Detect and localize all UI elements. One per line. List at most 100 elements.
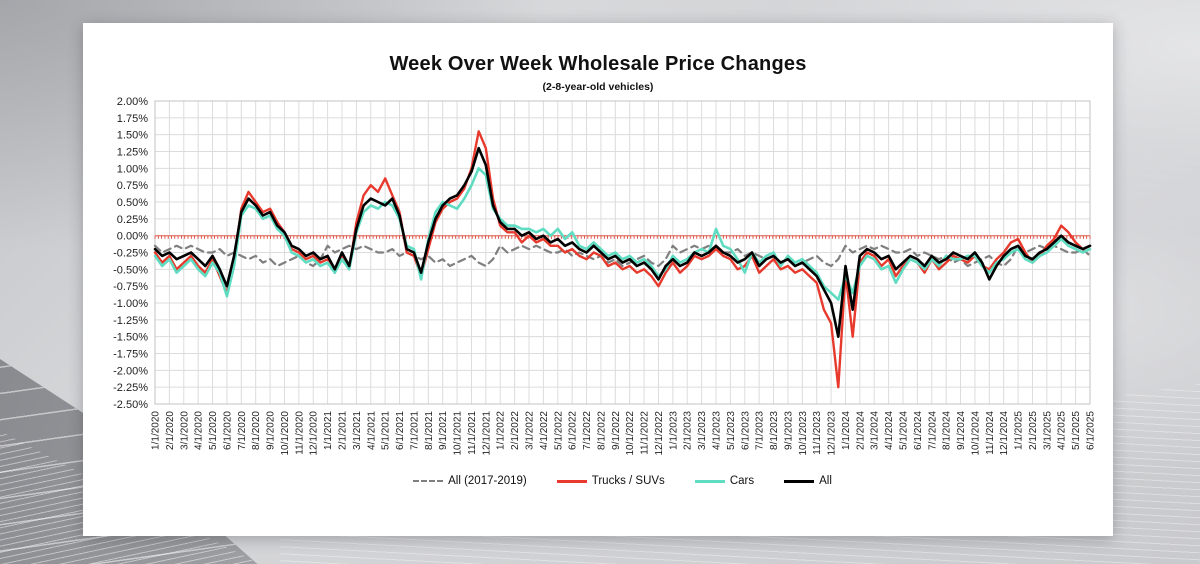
- svg-text:0.00%: 0.00%: [117, 231, 148, 243]
- svg-text:5/1/2024: 5/1/2024: [899, 411, 910, 450]
- svg-text:-2.00%: -2.00%: [113, 365, 148, 377]
- svg-text:5/1/2022: 5/1/2022: [553, 411, 564, 450]
- svg-text:0.25%: 0.25%: [117, 214, 148, 226]
- svg-text:-1.00%: -1.00%: [113, 298, 148, 310]
- svg-text:1/1/2020: 1/1/2020: [151, 411, 162, 450]
- svg-text:5/1/2023: 5/1/2023: [726, 411, 737, 450]
- svg-text:1/1/2023: 1/1/2023: [668, 411, 679, 450]
- svg-text:1.00%: 1.00%: [117, 163, 148, 175]
- svg-text:1/1/2024: 1/1/2024: [841, 411, 852, 450]
- svg-text:12/1/2023: 12/1/2023: [827, 411, 838, 456]
- svg-text:0.75%: 0.75%: [117, 180, 148, 192]
- svg-text:3/1/2020: 3/1/2020: [179, 411, 190, 450]
- svg-text:2/1/2022: 2/1/2022: [510, 411, 521, 450]
- svg-text:8/1/2021: 8/1/2021: [424, 411, 435, 450]
- svg-text:1/1/2021: 1/1/2021: [323, 411, 334, 450]
- legend-item-all: All: [784, 475, 832, 487]
- svg-text:6/1/2023: 6/1/2023: [740, 411, 751, 450]
- legend-label: Cars: [729, 475, 755, 487]
- legend-item-trucks-suvs: Trucks / SUVs: [556, 475, 665, 487]
- legend-item-cars: Cars: [694, 475, 755, 487]
- svg-text:9/1/2021: 9/1/2021: [438, 411, 449, 450]
- price-change-line-chart: 2.00% 1.75% 1.50% 1.25% 1.00% 0.75% 0.50% 0.25%…: [113, 96, 1097, 456]
- svg-text:6/1/2021: 6/1/2021: [395, 411, 406, 450]
- svg-text:8/1/2023: 8/1/2023: [769, 411, 780, 450]
- svg-text:7/1/2021: 7/1/2021: [409, 411, 420, 450]
- svg-text:2/1/2023: 2/1/2023: [683, 411, 694, 450]
- svg-text:3/1/2022: 3/1/2022: [525, 411, 536, 450]
- dashed-line-legend-icon: [413, 480, 444, 482]
- chart-legend: All (2017-2019) Trucks / SUVs Cars All: [155, 475, 1090, 487]
- svg-text:3/1/2024: 3/1/2024: [870, 411, 881, 450]
- zero-line: [154, 235, 1091, 239]
- svg-text:12/1/2020: 12/1/2020: [309, 411, 320, 456]
- svg-text:9/1/2023: 9/1/2023: [783, 411, 794, 450]
- svg-text:-0.75%: -0.75%: [113, 281, 148, 293]
- svg-text:8/1/2024: 8/1/2024: [942, 411, 953, 450]
- x-axis-labels: 1/1/2020 2/1/2020 3/1/2020 4/1/2020 5/1/2020…: [151, 411, 1097, 456]
- svg-text:1/1/2025: 1/1/2025: [1014, 411, 1025, 450]
- series-cars: [153, 167, 1092, 301]
- svg-text:-2.25%: -2.25%: [113, 382, 148, 394]
- svg-text:2/1/2025: 2/1/2025: [1028, 411, 1039, 450]
- svg-text:7/1/2023: 7/1/2023: [755, 411, 766, 450]
- legend-label: All: [819, 475, 832, 487]
- svg-text:8/1/2020: 8/1/2020: [251, 411, 262, 450]
- svg-text:1.25%: 1.25%: [117, 147, 148, 159]
- svg-text:1/1/2022: 1/1/2022: [496, 411, 507, 450]
- svg-text:10/1/2024: 10/1/2024: [970, 411, 981, 456]
- svg-text:3/1/2021: 3/1/2021: [352, 411, 363, 450]
- svg-text:11/1/2020: 11/1/2020: [294, 411, 305, 455]
- svg-text:5/1/2025: 5/1/2025: [1071, 411, 1082, 450]
- svg-text:2/1/2021: 2/1/2021: [338, 411, 349, 450]
- svg-text:6/1/2025: 6/1/2025: [1086, 411, 1097, 450]
- svg-text:4/1/2020: 4/1/2020: [194, 411, 205, 450]
- svg-text:4/1/2021: 4/1/2021: [366, 411, 377, 450]
- red-line-legend-icon: [556, 479, 587, 483]
- svg-text:9/1/2020: 9/1/2020: [266, 411, 277, 450]
- svg-text:1.50%: 1.50%: [117, 130, 148, 142]
- svg-text:12/1/2024: 12/1/2024: [999, 411, 1010, 456]
- svg-text:11/1/2022: 11/1/2022: [640, 411, 651, 455]
- svg-text:3/1/2025: 3/1/2025: [1042, 411, 1053, 450]
- svg-text:10/1/2021: 10/1/2021: [453, 411, 464, 456]
- svg-text:2/1/2024: 2/1/2024: [855, 411, 866, 450]
- svg-text:6/1/2024: 6/1/2024: [913, 411, 924, 450]
- svg-text:-0.50%: -0.50%: [113, 264, 148, 276]
- svg-text:10/1/2022: 10/1/2022: [625, 411, 636, 456]
- svg-text:7/1/2022: 7/1/2022: [582, 411, 593, 450]
- svg-text:6/1/2020: 6/1/2020: [222, 411, 233, 450]
- svg-text:8/1/2022: 8/1/2022: [596, 411, 607, 450]
- y-axis-labels: 2.00% 1.75% 1.50% 1.25% 1.00% 0.75% 0.50% 0.25%…: [113, 96, 148, 411]
- svg-text:4/1/2025: 4/1/2025: [1057, 411, 1068, 450]
- svg-text:9/1/2024: 9/1/2024: [956, 411, 967, 450]
- svg-text:2.00%: 2.00%: [117, 96, 148, 108]
- series-all: [153, 146, 1092, 338]
- svg-text:6/1/2022: 6/1/2022: [568, 411, 579, 450]
- chart-card: Week Over Week Wholesale Price Changes (…: [83, 23, 1113, 536]
- svg-text:4/1/2023: 4/1/2023: [712, 411, 723, 450]
- svg-text:-1.50%: -1.50%: [113, 332, 148, 344]
- chart-subtitle: (2-8-year-old vehicles): [542, 81, 654, 93]
- legend-item-all-2017-2019: All (2017-2019): [413, 475, 527, 487]
- svg-text:5/1/2020: 5/1/2020: [208, 411, 219, 450]
- svg-text:11/1/2024: 11/1/2024: [985, 411, 996, 455]
- svg-text:-0.25%: -0.25%: [113, 248, 148, 260]
- svg-text:-2.50%: -2.50%: [113, 399, 148, 411]
- svg-text:3/1/2023: 3/1/2023: [697, 411, 708, 450]
- svg-text:10/1/2023: 10/1/2023: [798, 411, 809, 456]
- teal-line-legend-icon: [694, 479, 725, 483]
- black-line-legend-icon: [784, 479, 815, 483]
- svg-text:-1.75%: -1.75%: [113, 349, 148, 361]
- chart-title: Week Over Week Wholesale Price Changes: [389, 53, 807, 75]
- gridlines: [154, 100, 1091, 405]
- svg-text:12/1/2022: 12/1/2022: [654, 411, 665, 456]
- svg-text:9/1/2022: 9/1/2022: [611, 411, 622, 450]
- legend-label: Trucks / SUVs: [591, 475, 665, 487]
- svg-text:10/1/2020: 10/1/2020: [280, 411, 291, 456]
- svg-text:11/1/2023: 11/1/2023: [812, 411, 823, 455]
- svg-text:11/1/2021: 11/1/2021: [467, 411, 478, 455]
- legend-label: All (2017-2019): [448, 475, 527, 487]
- svg-text:2/1/2020: 2/1/2020: [165, 411, 176, 450]
- svg-text:4/1/2024: 4/1/2024: [884, 411, 895, 450]
